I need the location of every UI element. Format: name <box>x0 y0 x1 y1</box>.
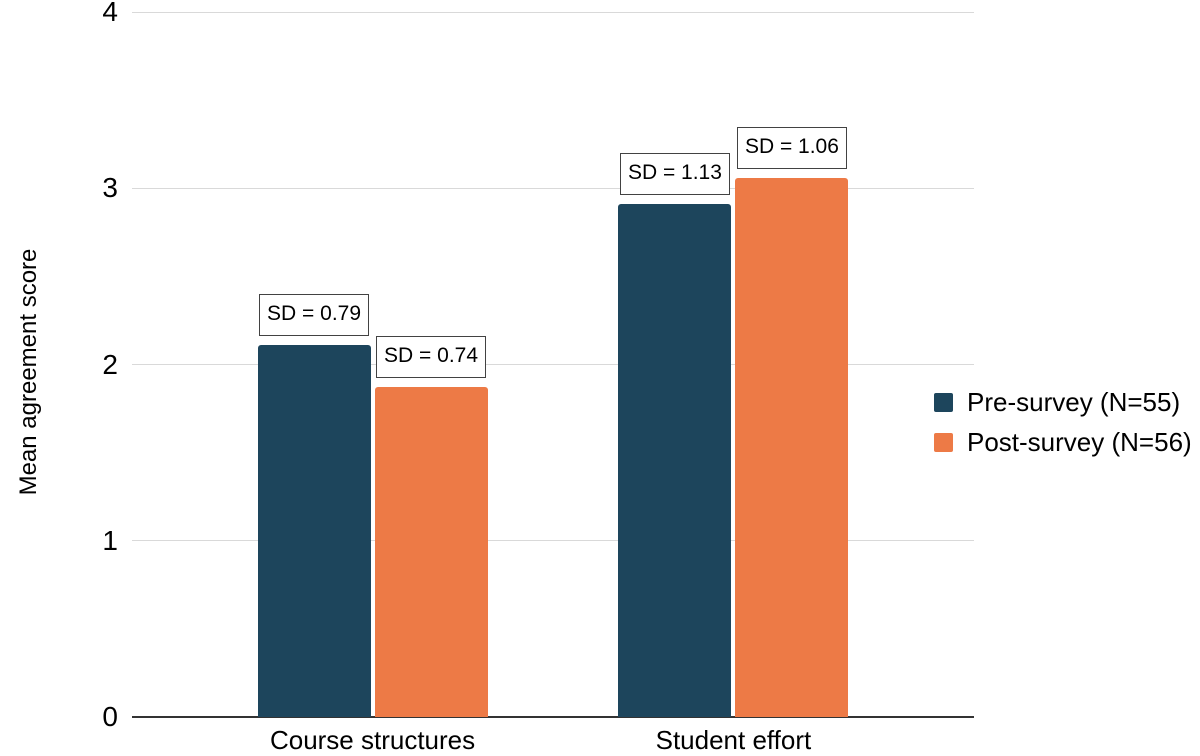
gridline-y1 <box>132 540 974 542</box>
legend-swatch-post-survey-n-56 <box>934 432 953 452</box>
x-category-label-course-structures: Course structures <box>269 725 476 755</box>
sd-annotation-post-survey-n-56-student-effort: SD = 1.06 <box>736 126 847 169</box>
y-tick-label-2: 2 <box>102 348 118 380</box>
bar-pre-survey-n-55-student-effort <box>618 204 732 717</box>
gridline-y2 <box>132 364 974 365</box>
legend: Pre-survey (N=55) Post-survey (N=56) <box>934 382 1192 462</box>
gridline-y3 <box>132 187 974 189</box>
sd-annotation-post-survey-n-56-course-structures: SD = 0.74 <box>376 336 487 379</box>
gridline-y4 <box>132 11 974 13</box>
legend-label-post-survey-n-56: Post-survey (N=56) <box>967 426 1192 457</box>
legend-label-pre-survey-n-55: Pre-survey (N=55) <box>967 386 1181 417</box>
legend-item-post-survey-n-56: Post-survey (N=56) <box>934 422 1192 462</box>
bar-post-survey-n-56-student-effort <box>735 177 849 717</box>
y-tick-label-0: 0 <box>102 701 118 732</box>
legend-swatch-pre-survey-n-55 <box>934 392 953 412</box>
y-tick-label-4: 4 <box>102 0 118 27</box>
sd-annotation-pre-survey-n-55-student-effort: SD = 1.13 <box>619 153 730 196</box>
y-tick-label-3: 3 <box>102 172 118 204</box>
legend-item-pre-survey-n-55: Pre-survey (N=55) <box>934 382 1192 422</box>
y-tick-label-1: 1 <box>102 524 118 556</box>
bar-pre-survey-n-55-course-structures <box>257 345 371 717</box>
sd-annotation-pre-survey-n-55-course-structures: SD = 0.79 <box>259 294 370 337</box>
x-axis-line <box>132 716 974 718</box>
bar-post-survey-n-56-course-structures <box>374 387 488 717</box>
x-category-label-student-effort: Student effort <box>655 725 812 755</box>
